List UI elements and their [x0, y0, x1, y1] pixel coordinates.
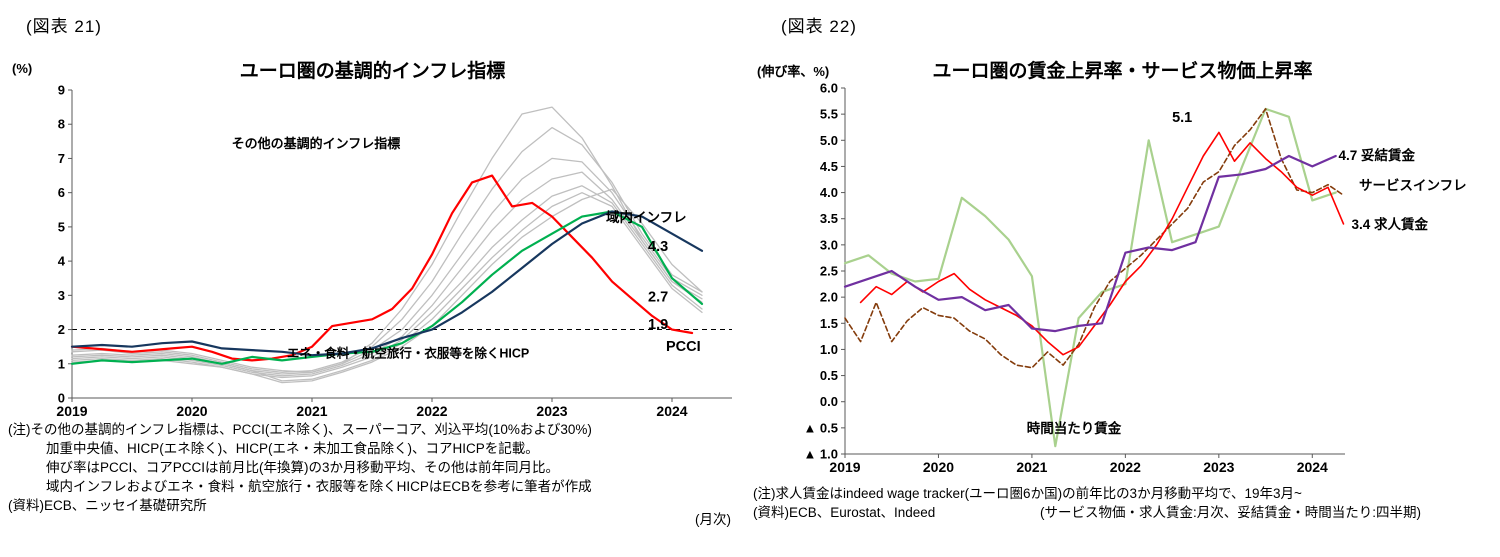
svg-text:6.0: 6.0 — [820, 81, 838, 96]
svg-text:2019: 2019 — [829, 459, 860, 475]
note-line: (注)求人賃金はindeed wage tracker(ユーロ圏6か国)の前年比… — [753, 486, 1302, 501]
svg-text:2024: 2024 — [1297, 459, 1328, 475]
svg-text:1: 1 — [58, 356, 65, 371]
svg-text:0: 0 — [58, 391, 65, 406]
svg-text:4.0: 4.0 — [820, 185, 838, 200]
svg-text:2019: 2019 — [56, 403, 87, 419]
chart-notes: (注)その他の基調的インフレ指標は、PCCI(エネ除く)、スーパーコア、刈込平均… — [8, 420, 740, 515]
svg-text:5.5: 5.5 — [820, 107, 838, 122]
svg-text:2023: 2023 — [536, 403, 567, 419]
svg-text:2024: 2024 — [656, 403, 687, 419]
source-text: (資料)ECB、Eurostat、Indeed — [753, 505, 936, 520]
svg-text:7: 7 — [58, 151, 65, 166]
svg-text:▲ 0.5: ▲ 0.5 — [803, 420, 838, 435]
svg-text:2: 2 — [58, 322, 65, 337]
note-line: (注)その他の基調的インフレ指標は、PCCI(エネ除く)、スーパーコア、刈込平均… — [8, 422, 592, 437]
svg-text:エネ・食料・航空旅行・衣服等を除くHICP: エネ・食料・航空旅行・衣服等を除くHICP — [287, 346, 529, 361]
y-axis-unit-label: (%) — [12, 61, 33, 76]
svg-text:2020: 2020 — [923, 459, 954, 475]
svg-text:8: 8 — [58, 117, 65, 132]
svg-text:3: 3 — [58, 288, 65, 303]
svg-text:2023: 2023 — [1203, 459, 1234, 475]
svg-text:5.1: 5.1 — [1172, 110, 1192, 126]
note-line: 域内インフレおよびエネ・食料・航空旅行・衣服等を除くHICPはECBを参考に筆者… — [46, 479, 592, 494]
svg-text:0.0: 0.0 — [820, 394, 838, 409]
figure-label-22: (図表 22) — [781, 17, 857, 36]
svg-text:2.5: 2.5 — [820, 264, 838, 279]
figure-label-21: (図表 21) — [26, 17, 102, 36]
svg-text:0.5: 0.5 — [820, 368, 838, 383]
svg-text:1.5: 1.5 — [820, 316, 838, 331]
source-line: (資料)ECB、ニッセイ基礎研究所 — [8, 498, 207, 513]
svg-text:域内インフレ: 域内インフレ — [606, 209, 687, 225]
note-line: 加重中央値、HICP(エネ除く)、HICP(エネ・未加工食品除く)、コアHICP… — [46, 441, 539, 456]
chart-title-core-inflation: ユーロ圏の基調的インフレ指標 — [239, 61, 506, 82]
svg-text:サービスインフレ: サービスインフレ — [1359, 178, 1467, 193]
svg-text:2.7: 2.7 — [648, 290, 668, 306]
wages-services-line-chart: 6.0 5.5 5.0 4.5 4.0 3.5 3.0 2.5 2.0 1.5 1.0 0.5 0.0 ▲… — [803, 81, 1466, 476]
panel-core-inflation: (図表 21) ユーロ圏の基調的インフレ指標 (%) 0 1 2 3 4 5 6 7 8 9 201… — [0, 0, 745, 557]
svg-text:5.0: 5.0 — [820, 133, 838, 148]
svg-text:4.3: 4.3 — [648, 239, 668, 255]
chart-title-wages-services: ユーロ圏の賃金上昇率・サービス物価上昇率 — [932, 61, 1313, 82]
svg-text:1.0: 1.0 — [820, 342, 838, 357]
svg-text:4.5: 4.5 — [820, 159, 838, 174]
panel-wages-services: (図表 22) ユーロ圏の賃金上昇率・サービス物価上昇率 (伸び率、%) 6.0… — [745, 0, 1500, 557]
svg-text:5: 5 — [58, 219, 65, 234]
svg-text:2021: 2021 — [296, 403, 327, 419]
source-line: (資料)ECB、Eurostat、Indeed (サービス物価・求人賃金:月次、… — [753, 503, 1493, 522]
svg-text:2021: 2021 — [1016, 459, 1047, 475]
svg-text:2022: 2022 — [1110, 459, 1141, 475]
note-line: 伸び率はPCCI、コアPCCIは前月比(年換算)の3か月移動平均、その他は前年同… — [46, 460, 560, 475]
svg-text:▲ 1.0: ▲ 1.0 — [803, 447, 838, 462]
svg-text:1.9: 1.9 — [648, 317, 668, 333]
svg-text:6: 6 — [58, 185, 65, 200]
svg-text:4: 4 — [58, 254, 66, 269]
svg-text:その他の基調的インフレ指標: その他の基調的インフレ指標 — [232, 136, 401, 151]
core-inflation-line-chart: 0 1 2 3 4 5 6 7 8 9 2019 2020 2021 2022 2023 2024 その他の基調… — [56, 83, 732, 419]
y-axis-unit-label: (伸び率、%) — [757, 64, 830, 79]
svg-text:3.5: 3.5 — [820, 211, 838, 226]
svg-text:2022: 2022 — [416, 403, 447, 419]
frequency-label: (月次) — [695, 512, 731, 527]
svg-text:3.4 求人賃金: 3.4 求人賃金 — [1352, 216, 1429, 232]
chart-notes: (注)求人賃金はindeed wage tracker(ユーロ圏6か国)の前年比… — [753, 484, 1493, 522]
svg-text:2.0: 2.0 — [820, 290, 838, 305]
frequency-note: (サービス物価・求人賃金:月次、妥結賃金・時間当たり:四半期) — [1040, 505, 1421, 520]
svg-text:4.7 妥結賃金: 4.7 妥結賃金 — [1339, 147, 1416, 163]
svg-text:2020: 2020 — [176, 403, 207, 419]
svg-text:PCCI: PCCI — [666, 339, 701, 355]
svg-text:時間当たり賃金: 時間当たり賃金 — [1027, 420, 1122, 436]
svg-text:3.0: 3.0 — [820, 237, 838, 252]
svg-text:9: 9 — [58, 83, 65, 98]
